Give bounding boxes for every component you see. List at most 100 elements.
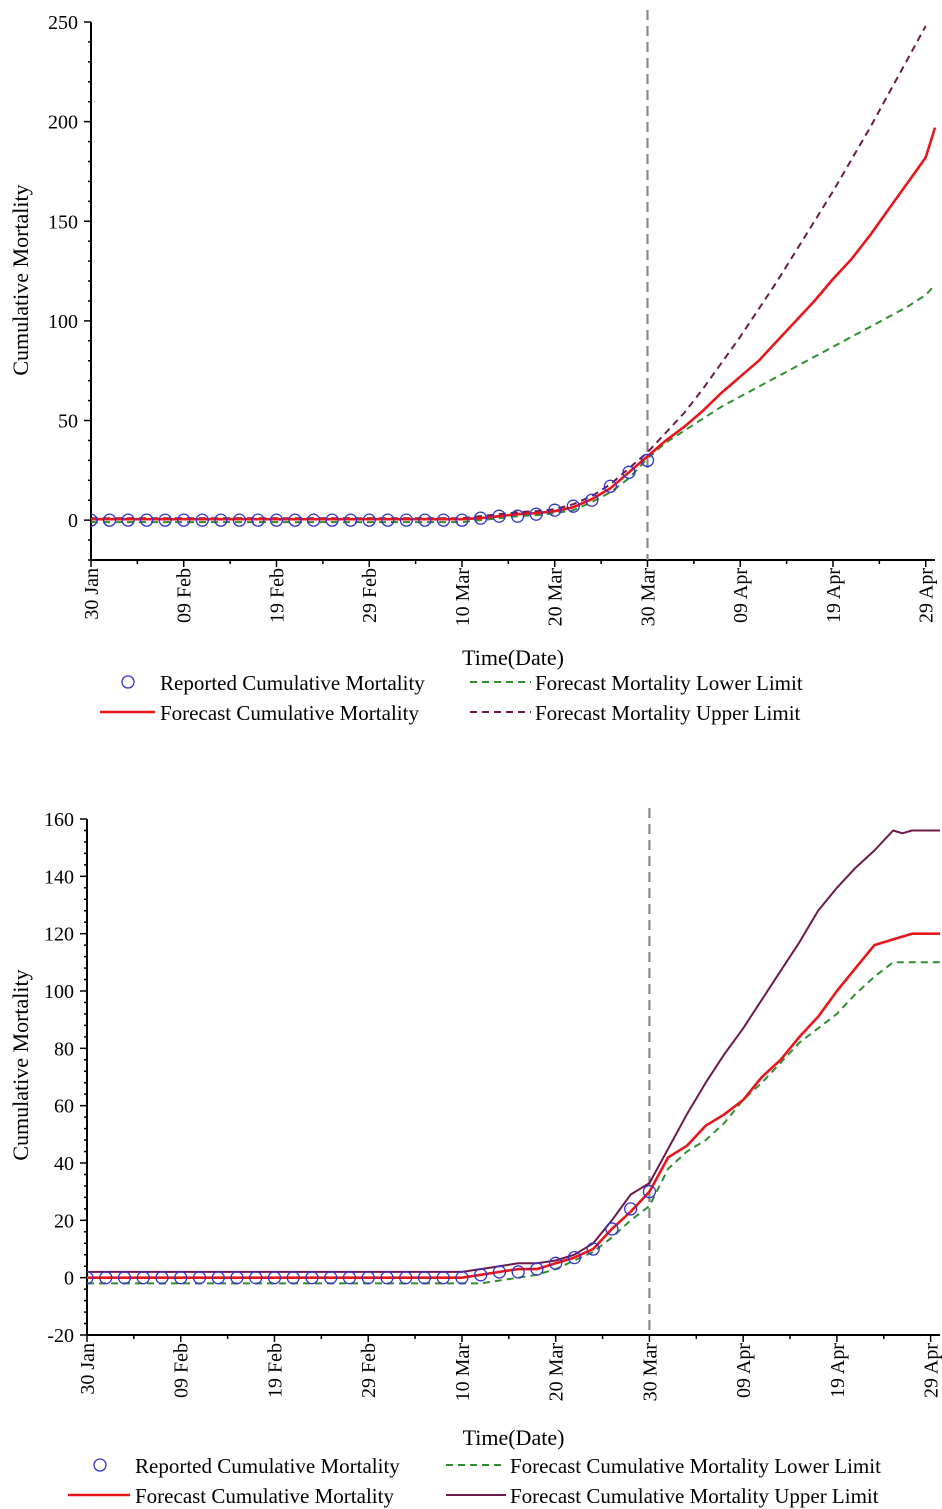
reported-point xyxy=(269,513,284,527)
y-tick-label: 140 xyxy=(44,866,74,888)
reported-point xyxy=(102,513,117,527)
reported-point xyxy=(549,1256,563,1270)
x-tick-label: 09 Feb xyxy=(171,1343,193,1398)
reported-point xyxy=(177,513,191,527)
y-tick-label: 50 xyxy=(58,411,78,433)
reported-point xyxy=(418,513,432,527)
x-axis-title: Time(Date) xyxy=(462,645,564,670)
x-tick-label: 30 Jan xyxy=(77,1343,99,1395)
y-tick-label: -20 xyxy=(47,1325,74,1347)
y-tick-label: 200 xyxy=(48,112,78,134)
plot-area xyxy=(87,829,940,1285)
x-tick-label: 19 Feb xyxy=(264,1343,286,1398)
legend-label-reported: Reported Cumulative Mortality xyxy=(160,671,425,695)
reported-point xyxy=(230,1271,244,1285)
y-tick-label: 0 xyxy=(64,1268,74,1290)
reported-point xyxy=(158,513,172,527)
series-line-lower-limit xyxy=(91,284,936,524)
legend-label-lower-limit: Forecast Mortality Lower Limit xyxy=(535,671,803,695)
reported-point xyxy=(305,1271,319,1285)
reported-point xyxy=(286,1271,300,1285)
reported-point xyxy=(640,453,655,468)
reported-point xyxy=(436,513,451,527)
x-tick-label: 09 Apr xyxy=(733,1343,755,1398)
reported-point xyxy=(624,1202,638,1216)
reported-point xyxy=(492,1265,507,1279)
reported-point xyxy=(603,479,618,493)
reported-point xyxy=(474,1268,488,1282)
reported-point xyxy=(567,1250,582,1265)
reported-point xyxy=(214,513,228,527)
reported-point xyxy=(399,513,413,527)
reported-point xyxy=(267,1271,282,1285)
reported-point xyxy=(251,513,265,527)
reported-point xyxy=(136,1271,150,1285)
reported-point xyxy=(306,513,321,527)
reported-point xyxy=(473,511,488,525)
chart-1: 0 50 100 150 200 250 30 Jan 09 Feb 19 Feb 29 Feb 1… xyxy=(8,10,938,725)
reported-point xyxy=(117,1271,132,1285)
x-tick-label: 20 Mar xyxy=(546,1343,568,1402)
x-tick-label: 29 Feb xyxy=(358,1343,380,1398)
series-line-forecast xyxy=(87,932,940,1279)
x-tick-label: 20 Mar xyxy=(545,568,567,627)
legend-label-upper-limit: Forecast Cumulative Mortality Upper Limi… xyxy=(510,1484,879,1508)
reported-point xyxy=(288,513,302,527)
x-tick-label: 30 Mar xyxy=(639,1343,661,1402)
y-tick-label: 0 xyxy=(68,510,78,532)
x-tick-label: 29 Apr xyxy=(921,1343,942,1398)
legend-label-forecast: Forecast Cumulative Mortality xyxy=(135,1484,394,1508)
legend-marker-reported xyxy=(121,675,135,689)
y-tick-label: 80 xyxy=(54,1038,74,1060)
reported-point xyxy=(361,1271,375,1285)
reported-point xyxy=(249,1271,263,1285)
reported-point xyxy=(455,1271,469,1285)
series-line-upper-limit xyxy=(91,25,927,520)
reported-point xyxy=(344,513,358,527)
x-tick-label: 09 Apr xyxy=(730,568,752,623)
reported-point xyxy=(492,509,506,523)
reported-point xyxy=(586,1242,600,1256)
legend-marker-reported xyxy=(93,1458,107,1472)
x-tick-label: 19 Apr xyxy=(823,568,845,623)
reported-point xyxy=(622,465,636,479)
y-tick-label: 60 xyxy=(54,1096,74,1118)
reported-point xyxy=(436,1271,450,1285)
reported-point xyxy=(99,1271,113,1285)
reported-point xyxy=(380,1271,394,1285)
x-tick-label: 29 Apr xyxy=(916,568,938,623)
chart-2: -20 0 20 40 60 80 100 120 140 160 30 Jan 09 Feb 19 F… xyxy=(8,808,942,1508)
reported-point xyxy=(155,1271,169,1285)
reported-point xyxy=(510,509,525,523)
reported-point xyxy=(211,1271,225,1285)
series-line-forecast xyxy=(91,127,937,521)
reported-point xyxy=(87,1271,94,1285)
reported-point xyxy=(91,513,98,527)
y-tick-label: 160 xyxy=(44,809,74,831)
y-tick-label: 40 xyxy=(54,1153,74,1175)
y-axis-title: Cumulative Mortality xyxy=(8,969,33,1160)
reported-point xyxy=(342,1271,357,1285)
x-tick-label: 19 Feb xyxy=(266,568,288,623)
reported-point xyxy=(139,513,154,527)
reported-point xyxy=(511,1265,525,1279)
legend-label-upper-limit: Forecast Mortality Upper Limit xyxy=(535,701,801,725)
y-tick-label: 20 xyxy=(54,1210,74,1232)
y-tick-label: 250 xyxy=(48,12,78,34)
reported-point xyxy=(232,513,247,527)
reported-point xyxy=(529,507,543,521)
reported-point xyxy=(530,1262,544,1276)
reported-point xyxy=(642,1185,657,1199)
reported-point xyxy=(455,513,469,527)
reported-point xyxy=(121,513,135,527)
x-tick-label: 29 Feb xyxy=(359,568,381,623)
y-axis-title: Cumulative Mortality xyxy=(8,184,33,375)
x-axis-title: Time(Date) xyxy=(463,1425,565,1450)
x-tick-label: 19 Apr xyxy=(827,1343,849,1398)
legend-label-reported: Reported Cumulative Mortality xyxy=(135,1454,400,1478)
series-line-upper-limit xyxy=(87,829,940,1273)
series-line-lower-limit xyxy=(87,961,940,1285)
x-tick-label: 10 Mar xyxy=(452,568,474,627)
